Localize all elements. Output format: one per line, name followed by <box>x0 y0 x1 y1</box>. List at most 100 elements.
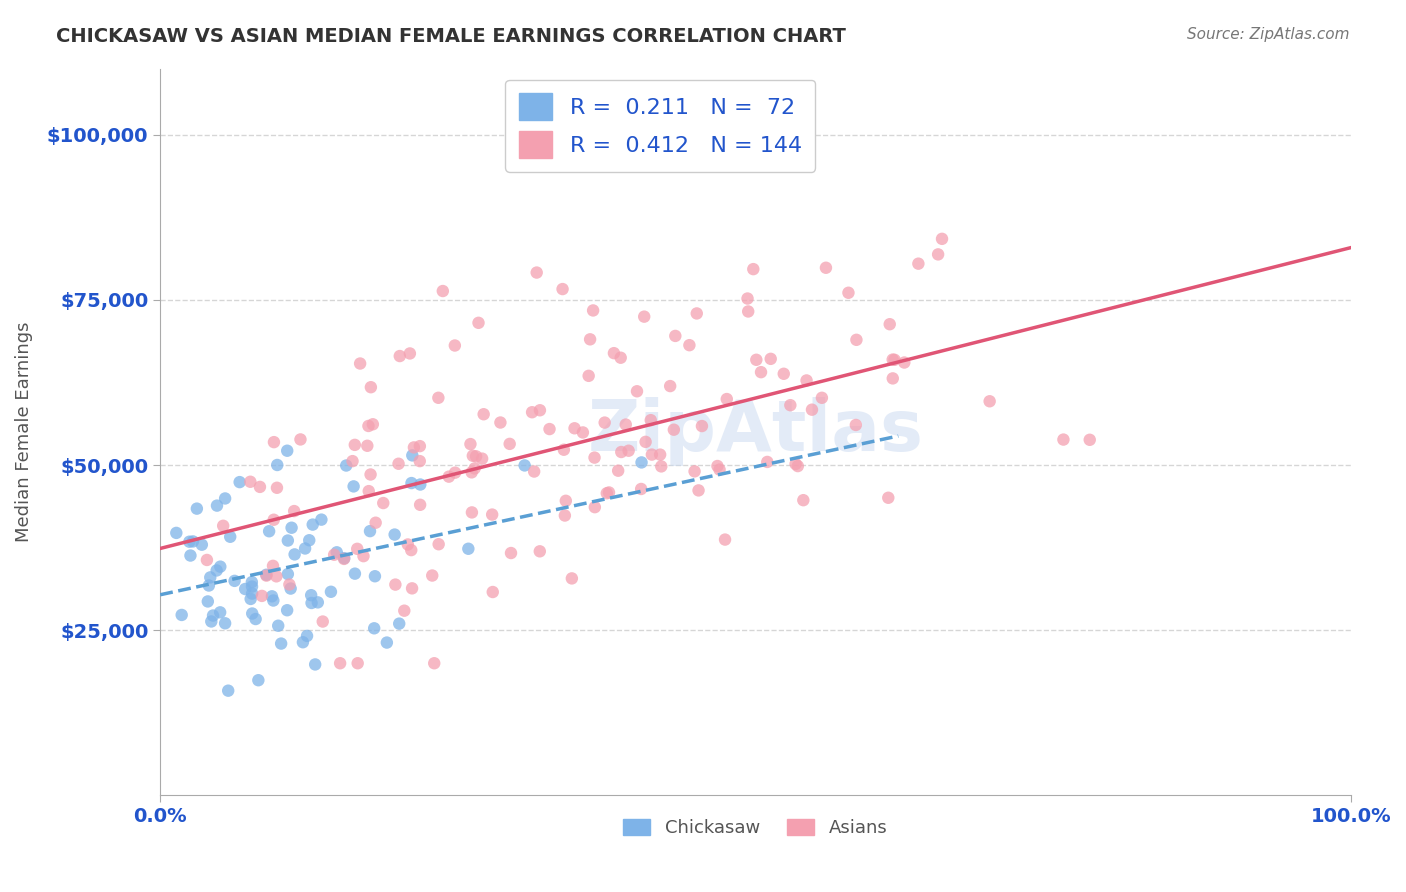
Point <box>633 310 655 324</box>
Point <box>228 475 250 489</box>
Point <box>353 549 375 563</box>
Point <box>879 317 901 331</box>
Point <box>444 466 467 480</box>
Point <box>737 304 759 318</box>
Point <box>814 260 837 275</box>
Point <box>499 437 522 451</box>
Point <box>301 517 323 532</box>
Point <box>579 332 602 346</box>
Point <box>427 391 450 405</box>
Point <box>346 541 368 556</box>
Point <box>343 566 366 581</box>
Point <box>343 479 366 493</box>
Point <box>254 567 277 582</box>
Point <box>373 496 395 510</box>
Point <box>745 352 768 367</box>
Text: CHICKASAW VS ASIAN MEDIAN FEMALE EARNINGS CORRELATION CHART: CHICKASAW VS ASIAN MEDIAN FEMALE EARNING… <box>56 27 846 45</box>
Point <box>263 435 285 450</box>
Point <box>298 533 321 548</box>
Point <box>401 449 423 463</box>
Point <box>357 419 380 434</box>
Point <box>1052 433 1074 447</box>
Point <box>276 603 298 617</box>
Point <box>582 303 605 318</box>
Point <box>423 657 446 671</box>
Point <box>402 441 425 455</box>
Point <box>312 615 335 629</box>
Point <box>520 405 543 419</box>
Point <box>349 357 371 371</box>
Point <box>179 534 201 549</box>
Point <box>291 635 314 649</box>
Point <box>294 541 316 556</box>
Point <box>396 537 419 551</box>
Point <box>401 476 423 491</box>
Point <box>572 425 595 440</box>
Point <box>427 537 450 551</box>
Point <box>267 618 290 632</box>
Point <box>205 564 228 578</box>
Point <box>596 486 619 500</box>
Point <box>420 568 443 582</box>
Point <box>329 657 352 671</box>
Point <box>240 586 263 600</box>
Point <box>388 349 411 363</box>
Point <box>323 548 346 562</box>
Point <box>191 538 214 552</box>
Point <box>262 593 284 607</box>
Point <box>359 524 381 538</box>
Point <box>467 316 489 330</box>
Point <box>165 525 187 540</box>
Point <box>538 422 561 436</box>
Point <box>610 445 633 459</box>
Point <box>284 548 307 562</box>
Point <box>603 346 626 360</box>
Point <box>280 582 302 596</box>
Point <box>200 570 222 584</box>
Point <box>266 458 288 472</box>
Point <box>464 461 486 475</box>
Point <box>443 338 465 352</box>
Point <box>481 508 503 522</box>
Point <box>295 629 318 643</box>
Point <box>399 543 422 558</box>
Point <box>198 578 221 592</box>
Point <box>617 443 640 458</box>
Point <box>186 501 208 516</box>
Point <box>927 247 949 261</box>
Point <box>664 329 686 343</box>
Point <box>212 518 235 533</box>
Text: ZipAtlas: ZipAtlas <box>588 398 924 467</box>
Point <box>299 588 322 602</box>
Point <box>630 482 652 496</box>
Point <box>583 500 606 515</box>
Point <box>343 438 366 452</box>
Point <box>278 577 301 591</box>
Point <box>333 552 356 566</box>
Point <box>360 380 382 394</box>
Point <box>409 439 432 453</box>
Point <box>779 398 801 412</box>
Point <box>250 589 273 603</box>
Point <box>749 365 772 379</box>
Point <box>742 262 765 277</box>
Point <box>882 371 904 385</box>
Point <box>240 607 263 621</box>
Point <box>759 351 782 366</box>
Point <box>360 467 382 482</box>
Point <box>553 442 575 457</box>
Point <box>883 352 905 367</box>
Point <box>437 469 460 483</box>
Point <box>319 584 342 599</box>
Point <box>457 541 479 556</box>
Point <box>388 616 411 631</box>
Point <box>384 527 406 541</box>
Point <box>489 416 512 430</box>
Point <box>583 450 606 465</box>
Point <box>363 621 385 635</box>
Point <box>845 333 868 347</box>
Point <box>626 384 648 399</box>
Point <box>209 605 232 619</box>
Point <box>277 567 299 582</box>
Point <box>737 292 759 306</box>
